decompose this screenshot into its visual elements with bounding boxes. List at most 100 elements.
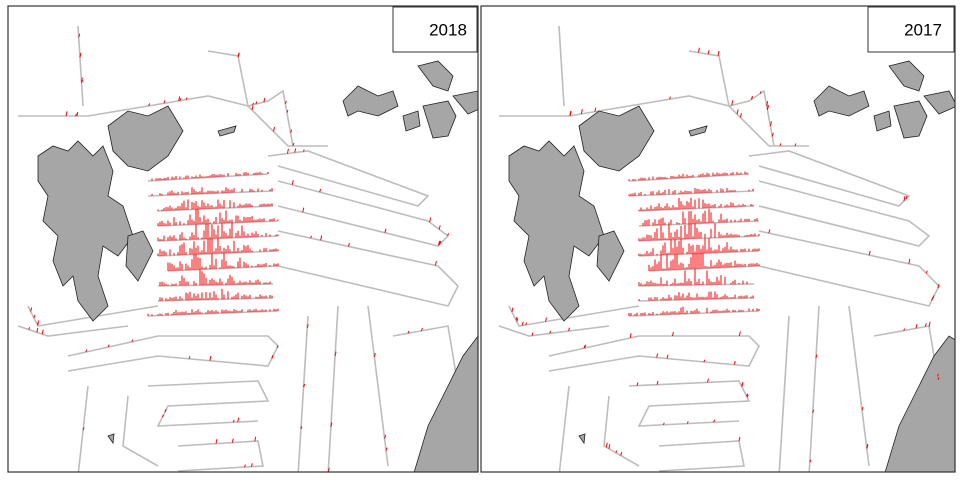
land [417, 60, 454, 92]
detection-spike [580, 109, 583, 115]
land [688, 125, 708, 137]
detection-spike [179, 98, 182, 101]
detection-spike [584, 344, 587, 349]
survey-track [748, 150, 911, 207]
detection-spike [80, 77, 83, 82]
detection-spike [232, 419, 235, 423]
detection-spike [276, 345, 279, 349]
detection-spike [75, 113, 77, 117]
detection-spike [549, 330, 552, 334]
land [578, 105, 655, 172]
detection-spike [286, 148, 289, 154]
survey-track [157, 205, 274, 212]
survey-track [628, 380, 751, 427]
detection-spike [738, 331, 741, 337]
detection-spike [925, 270, 928, 274]
land [217, 125, 237, 137]
detection-spike [605, 442, 608, 448]
detection-spike [861, 406, 864, 411]
detection-spike [237, 417, 240, 423]
survey-track [17, 325, 129, 337]
detection-spike [36, 327, 39, 333]
detection-spike [759, 91, 762, 94]
year-label: 2017 [904, 20, 942, 39]
detection-spike [766, 105, 769, 111]
survey-track [327, 305, 339, 472]
detection-spike [707, 50, 710, 55]
survey-track [27, 305, 159, 327]
detection-spike [731, 100, 734, 106]
detection-spike [292, 142, 295, 146]
detection-spike [237, 52, 240, 57]
detection-spike [662, 422, 665, 425]
survey-track [277, 230, 459, 307]
detection-spike [636, 382, 639, 386]
detection-spike [385, 447, 388, 451]
panel-frame [7, 5, 479, 473]
detection-spike [82, 427, 85, 431]
detection-spike [420, 327, 423, 331]
detection-spike [302, 149, 305, 152]
survey-track [758, 180, 931, 247]
detection-spike [273, 126, 276, 132]
land [107, 433, 115, 445]
detection-spike [733, 360, 736, 365]
detection-spike [516, 318, 519, 322]
detection-spike [290, 129, 293, 134]
detection-spike [85, 349, 88, 353]
detection-spike [608, 444, 611, 449]
detection-spike [908, 258, 911, 264]
detection-spike [794, 143, 797, 147]
detection-spike [447, 233, 450, 236]
survey-track [628, 310, 760, 317]
detection-spike [30, 307, 33, 312]
survey-track [848, 305, 870, 467]
detection-spike [319, 188, 322, 193]
survey-track [508, 305, 640, 327]
detection-spike [231, 438, 234, 443]
detection-spike [717, 50, 720, 56]
detection-spike [303, 384, 306, 388]
detection-spike [812, 409, 815, 413]
detection-spike [525, 322, 528, 326]
detection-spike [666, 354, 669, 359]
detection-spike [131, 339, 134, 343]
survey-track [658, 440, 745, 472]
detection-spike [928, 321, 931, 327]
detection-spike [713, 419, 716, 423]
detection-spike [656, 353, 659, 358]
survey-track [638, 297, 755, 302]
detection-spike [28, 327, 31, 330]
survey-track [603, 395, 640, 467]
detection-spike [531, 332, 534, 336]
detection-spike [185, 97, 188, 100]
detection-spike [931, 297, 934, 301]
detection-spike [41, 329, 44, 335]
survey-track [77, 25, 84, 107]
detection-spike [594, 107, 597, 112]
detection-spike [932, 295, 935, 299]
land [888, 60, 925, 92]
land [884, 335, 955, 472]
detection-spike [768, 229, 771, 234]
detection-spike [746, 394, 749, 398]
detection-spike [164, 409, 167, 413]
detection-spike [544, 317, 547, 322]
detection-spike [407, 330, 410, 334]
survey-track [392, 325, 459, 387]
detection-spike [766, 100, 769, 107]
detection-spike [868, 250, 871, 256]
detection-spike [741, 382, 744, 387]
year-box [392, 6, 478, 53]
detection-spike [78, 33, 81, 38]
survey-track [18, 95, 328, 147]
survey-track [558, 385, 570, 472]
survey-track [147, 380, 270, 427]
detection-spike [254, 436, 257, 442]
detection-spike [521, 321, 524, 326]
land [107, 105, 184, 172]
detection-spike [384, 228, 387, 233]
detection-spike [438, 225, 441, 230]
